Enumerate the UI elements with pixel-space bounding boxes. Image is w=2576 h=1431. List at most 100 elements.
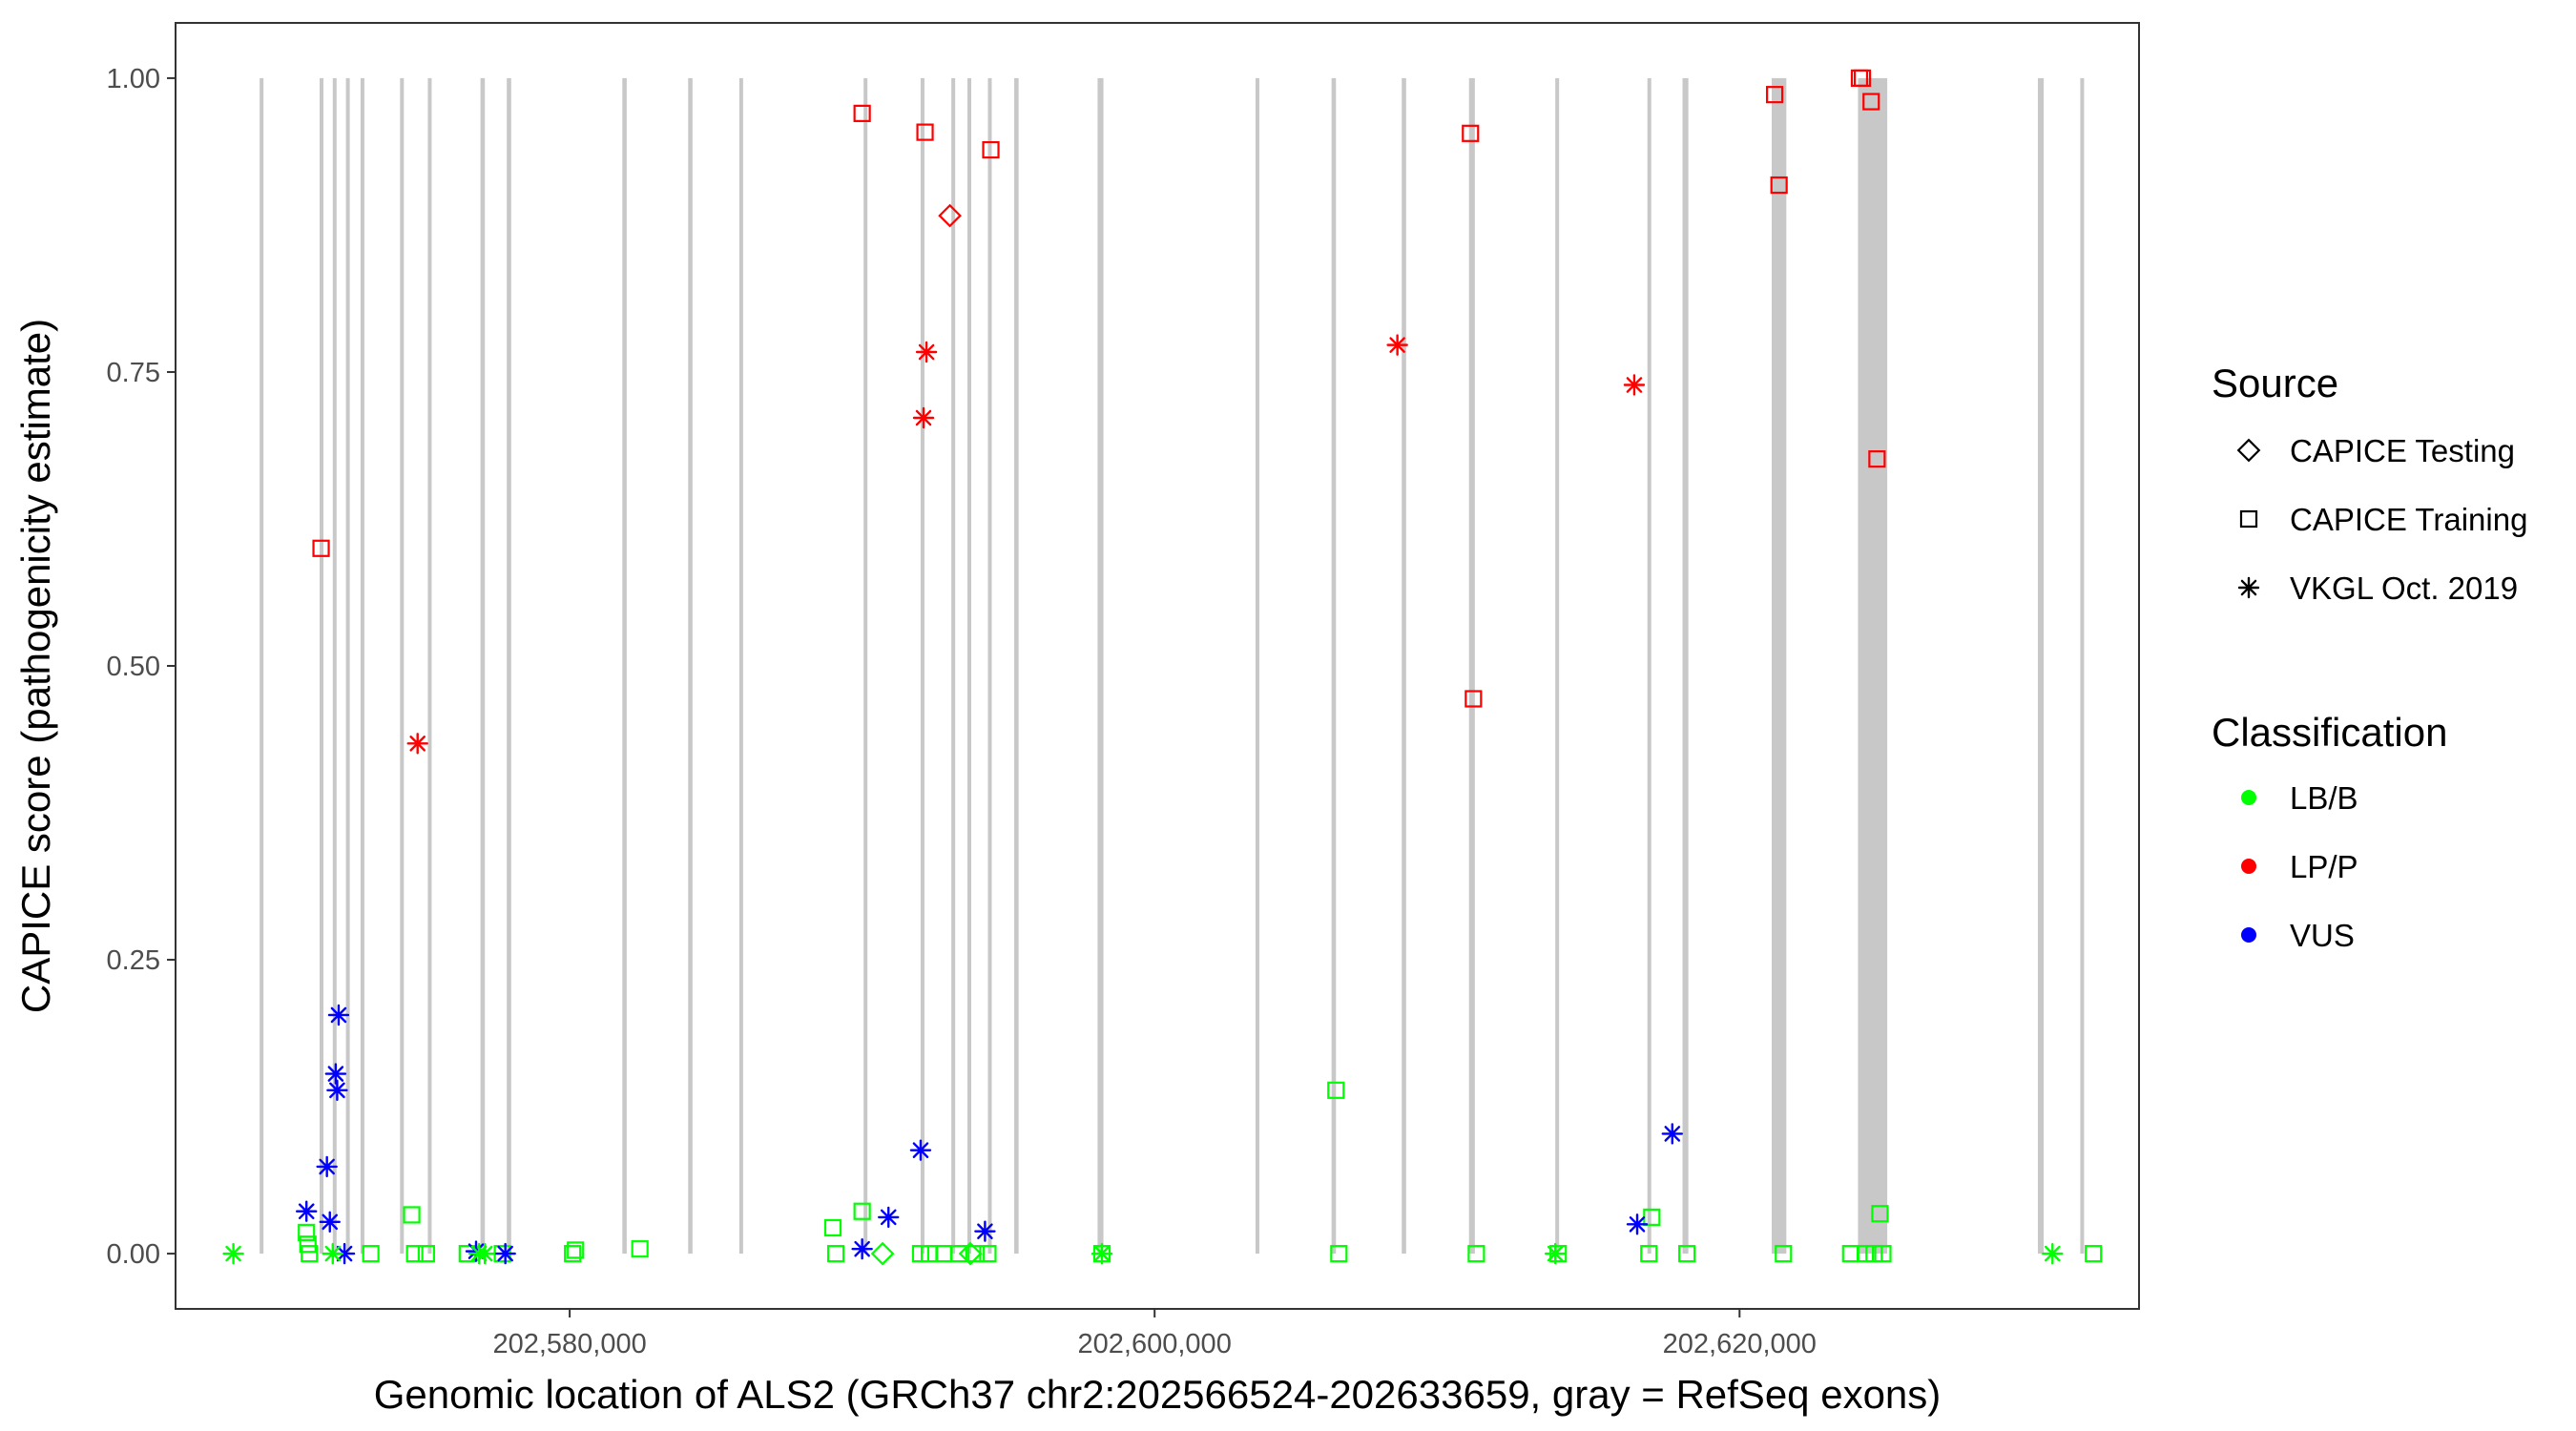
legend-key-asterisk: [2237, 576, 2260, 599]
data-point-square: [2085, 1244, 2103, 1263]
legend-label: LB/B: [2290, 780, 2358, 816]
exon-bar: [738, 77, 743, 1255]
data-point-square: [301, 1244, 319, 1263]
exon-bar: [688, 77, 693, 1255]
data-point-square: [853, 104, 871, 122]
data-point-diamond: [870, 1241, 895, 1266]
data-point-square: [312, 539, 330, 557]
legend-title-classification: Classification: [2212, 710, 2447, 755]
legend-key-diamond: [2236, 438, 2261, 463]
x-tick-label: 202,600,000: [1078, 1329, 1232, 1359]
data-point-square: [1868, 450, 1886, 468]
exon-bar: [332, 77, 337, 1255]
exon-bar: [320, 77, 324, 1255]
data-point-asterisk: [1661, 1123, 1683, 1145]
data-point-square: [916, 123, 934, 141]
exon-bar: [1255, 77, 1259, 1255]
exon-bar: [987, 77, 992, 1255]
y-axis-title: CAPICE score (pathogenicity estimate): [13, 319, 58, 1013]
data-point-asterisk: [1623, 374, 1646, 396]
data-point-square: [1467, 1244, 1485, 1263]
data-point-square: [1874, 1244, 1892, 1263]
data-point-asterisk: [474, 1242, 496, 1265]
data-point-square: [823, 1218, 842, 1237]
data-point-square: [911, 1244, 930, 1263]
data-point-square: [949, 1244, 967, 1263]
data-point-square: [1465, 690, 1483, 708]
y-tick-label: 0.75: [107, 358, 160, 388]
exon-layer: [260, 77, 2085, 1255]
data-point-square: [417, 1244, 435, 1263]
data-point-square: [982, 140, 1000, 159]
data-point-asterisk: [406, 733, 428, 755]
data-point-asterisk: [1626, 1213, 1649, 1235]
data-point-square: [1327, 1081, 1345, 1099]
data-point-asterisk: [878, 1206, 900, 1229]
data-point-square: [567, 1241, 585, 1259]
exon-bar: [1402, 77, 1406, 1255]
exon-bar: [400, 77, 405, 1255]
exon-bar: [345, 77, 350, 1255]
y-tick-label: 0.25: [107, 945, 160, 976]
point-layer: [222, 69, 2103, 1266]
exon-bar: [951, 77, 956, 1255]
data-point-asterisk: [912, 406, 935, 429]
legend-key-square: [2239, 509, 2258, 529]
exon-bar: [1682, 77, 1689, 1255]
data-point-square: [967, 1244, 986, 1263]
data-point-square: [1871, 1205, 1889, 1223]
exon-bar: [1331, 77, 1337, 1255]
data-point-square: [362, 1244, 380, 1263]
data-point-asterisk: [1544, 1242, 1567, 1265]
data-point-asterisk: [909, 1139, 932, 1161]
data-point-square: [1853, 69, 1872, 88]
exon-bar: [1468, 77, 1475, 1255]
data-point-square: [979, 1244, 997, 1263]
y-axis: 0.00 0.25 0.50 0.75 1.00: [107, 64, 176, 1270]
data-point-square: [405, 1244, 424, 1263]
exon-bar: [480, 77, 486, 1255]
exon-bar: [1097, 77, 1104, 1255]
data-point-square: [826, 1244, 845, 1263]
data-point-square: [299, 1235, 317, 1254]
exon-bar: [2080, 77, 2085, 1255]
exon-bar: [863, 77, 868, 1255]
data-point-square: [1857, 1244, 1875, 1263]
exon-bar: [1555, 77, 1560, 1255]
data-point-square: [403, 1206, 421, 1224]
data-point-asterisk: [222, 1242, 244, 1265]
exon-bar: [360, 77, 364, 1255]
data-point-asterisk: [296, 1200, 318, 1222]
x-tick-label: 202,580,000: [492, 1329, 646, 1359]
data-point-square: [1678, 1244, 1696, 1263]
data-point-square: [1865, 1244, 1883, 1263]
data-point-square: [631, 1240, 649, 1258]
legend-label: LP/P: [2290, 849, 2358, 884]
data-point-square: [1862, 93, 1880, 111]
exon-bar: [920, 77, 924, 1255]
exon-bar: [507, 77, 511, 1255]
legend-label: VUS: [2290, 918, 2355, 953]
data-point-square: [564, 1244, 582, 1263]
data-point-asterisk: [2042, 1242, 2064, 1265]
exon-bar: [1014, 77, 1019, 1255]
data-point-asterisk: [326, 1079, 348, 1102]
data-point-asterisk: [494, 1242, 516, 1265]
plot-panel: [176, 23, 2139, 1309]
data-point-square: [1775, 1244, 1793, 1263]
exon-bar: [967, 77, 972, 1255]
legend-label: CAPICE Testing: [2290, 433, 2515, 468]
data-point-square: [1770, 176, 1788, 195]
data-point-asterisk: [324, 1063, 347, 1085]
exon-bar: [622, 77, 627, 1255]
data-point-asterisk: [333, 1242, 356, 1265]
legend-key-dot: [2241, 927, 2256, 943]
data-point-square: [298, 1223, 316, 1242]
data-point-asterisk: [1091, 1242, 1113, 1265]
data-point-diamond: [938, 203, 962, 228]
data-point-square: [1462, 124, 1480, 142]
legend: Source CAPICE Testing CAPICE Training VKGL …: [2212, 361, 2527, 953]
data-point-square: [853, 1202, 871, 1220]
